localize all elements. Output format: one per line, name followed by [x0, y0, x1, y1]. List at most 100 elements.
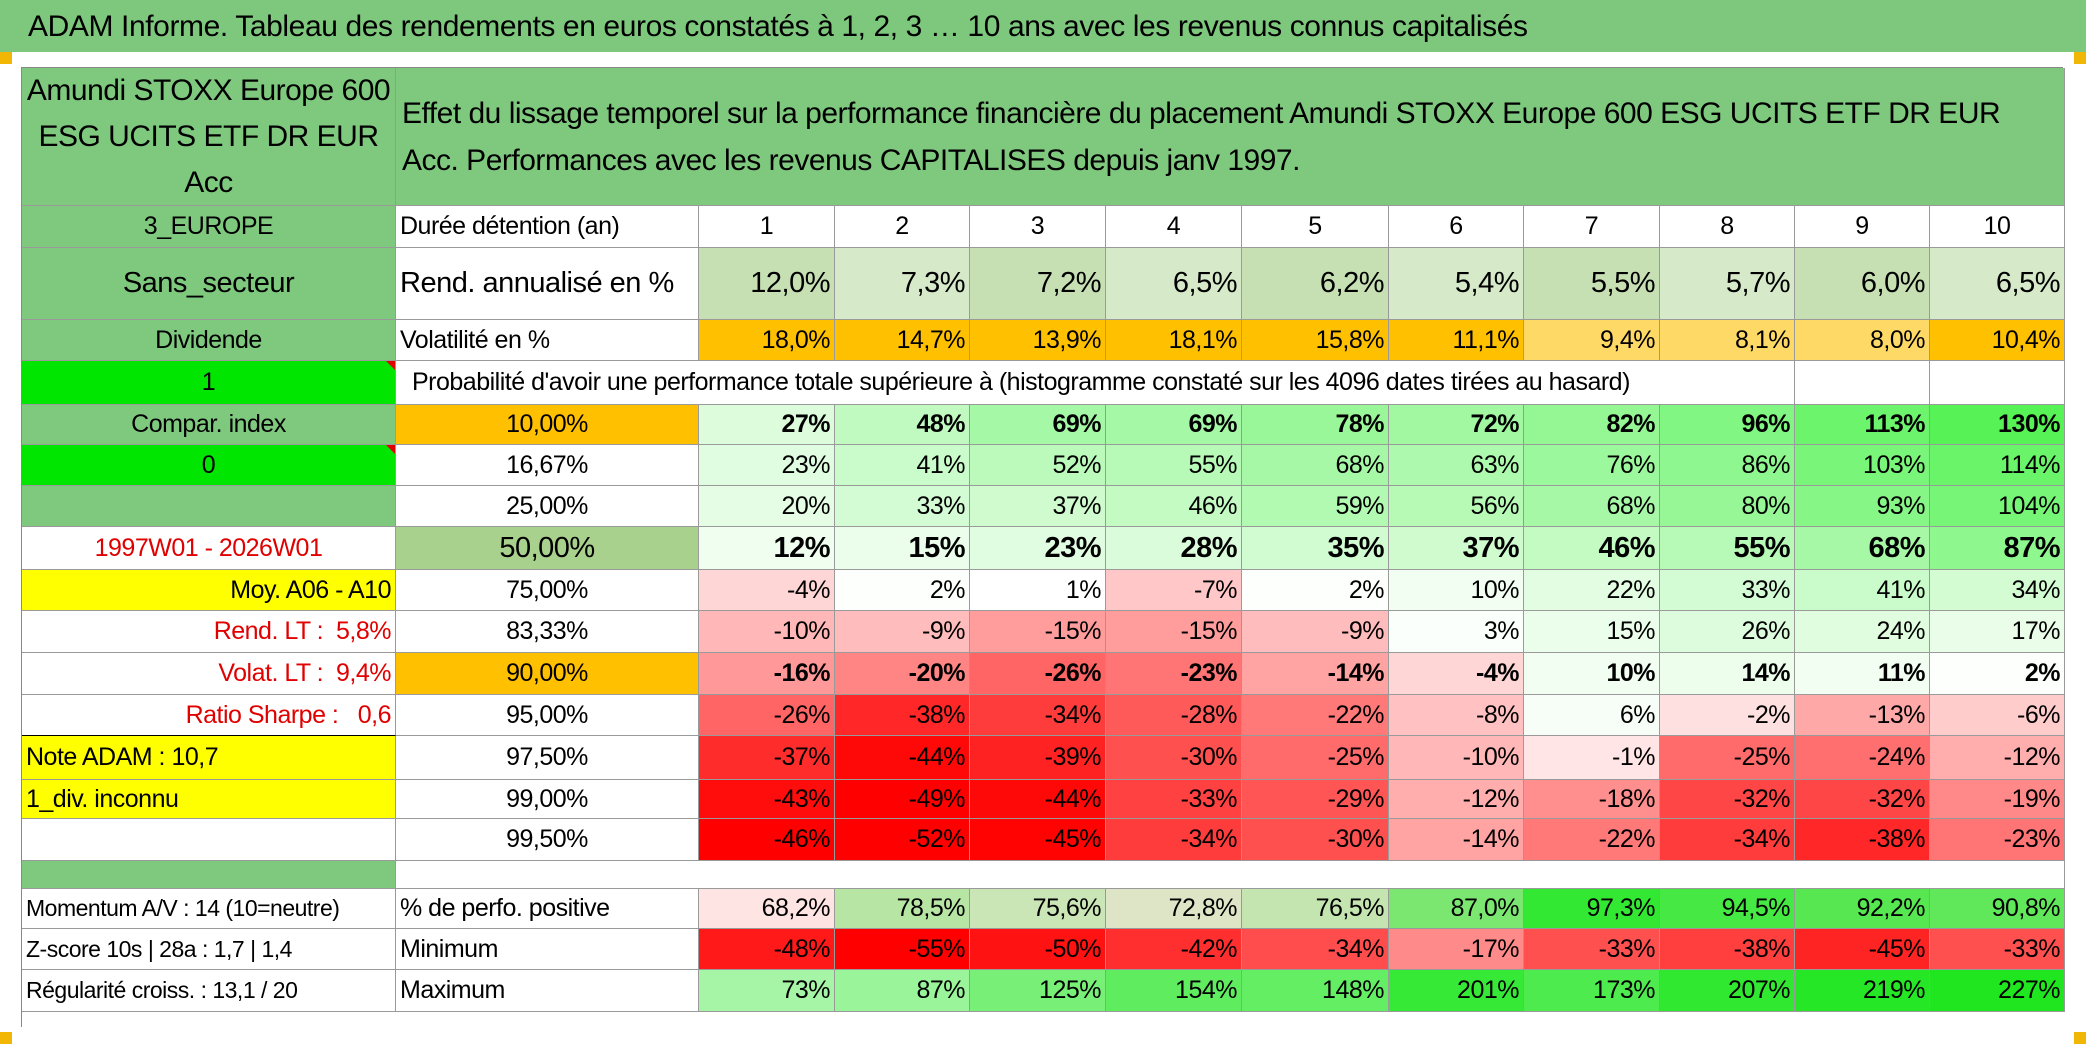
minimum-value: -33% [1930, 929, 2065, 970]
probability-value: 23% [970, 527, 1106, 570]
probability-value: 46% [1106, 486, 1242, 527]
probability-value: -22% [1524, 819, 1660, 861]
title-banner: ADAM Informe. Tableau des rendements en … [0, 0, 2086, 52]
positive-perf-value: 94,5% [1660, 889, 1795, 929]
probability-value: 10% [1524, 653, 1660, 695]
probability-value: -26% [970, 653, 1106, 695]
volatility-value: 8,0% [1795, 320, 1930, 361]
probability-value: -1% [1524, 736, 1660, 780]
probability-value: 87% [1930, 527, 2065, 570]
probability-value: 10% [1389, 570, 1524, 611]
probability-value: 3% [1389, 611, 1524, 653]
quantile-label: 50,00% [396, 527, 699, 570]
quantile-label: 99,00% [396, 780, 699, 819]
positive-perf-value: 75,6% [970, 889, 1106, 929]
quantile-label: 16,67% [396, 445, 699, 486]
probability-value: 76% [1524, 445, 1660, 486]
quantile-label: 83,33% [396, 611, 699, 653]
corner-marker [2074, 1032, 2086, 1044]
probability-value: 6% [1524, 695, 1660, 736]
volat-lt-label: Volat. LT : [218, 659, 324, 687]
probability-value: -44% [835, 736, 970, 780]
probability-value: -23% [1930, 819, 2065, 861]
probability-value: -10% [699, 611, 835, 653]
year-header: 6 [1389, 206, 1524, 248]
probability-caption: Probabilité d'avoir une performance tota… [396, 361, 1795, 405]
probability-value: 59% [1242, 486, 1389, 527]
corner-marker [0, 52, 12, 64]
probability-value: 35% [1242, 527, 1389, 570]
option-zero-cell[interactable]: 0 [22, 445, 396, 486]
volatility-label: Volatilité en % [396, 320, 699, 361]
option-one-cell[interactable]: 1 [22, 361, 396, 405]
return-value: 6,5% [1930, 248, 2065, 320]
probability-value: 15% [1524, 611, 1660, 653]
minimum-value: -17% [1389, 929, 1524, 970]
maximum-label: Maximum [396, 970, 699, 1012]
sharpe-value: 0,6 [357, 700, 392, 729]
probability-value: 63% [1389, 445, 1524, 486]
maximum-value: 148% [1242, 970, 1389, 1012]
probability-value: 96% [1660, 405, 1795, 445]
probability-value: 41% [835, 445, 970, 486]
year-header: 5 [1242, 206, 1389, 248]
spacer-green-cell [22, 861, 396, 889]
probability-value: 69% [970, 405, 1106, 445]
sharpe-cell: Ratio Sharpe : 0,6 [22, 695, 396, 736]
minimum-value: -45% [1795, 929, 1930, 970]
minimum-value: -55% [835, 929, 970, 970]
probability-value: 24% [1795, 611, 1930, 653]
volat-lt-cell: Volat. LT : 9,4% [22, 653, 396, 695]
probability-value: 46% [1524, 527, 1660, 570]
probability-value: 93% [1795, 486, 1930, 527]
positive-perf-value: 97,3% [1524, 889, 1660, 929]
year-header: 8 [1660, 206, 1795, 248]
probability-value: -25% [1660, 736, 1795, 780]
quantile-label: 99,50% [396, 819, 699, 861]
probability-value: 69% [1106, 405, 1242, 445]
probability-value: 11% [1795, 653, 1930, 695]
probability-value: -12% [1389, 780, 1524, 819]
probability-value: -28% [1106, 695, 1242, 736]
probability-value: 78% [1242, 405, 1389, 445]
probability-value: 28% [1106, 527, 1242, 570]
minimum-value: -48% [699, 929, 835, 970]
maximum-value: 73% [699, 970, 835, 1012]
volatility-value: 15,8% [1242, 320, 1389, 361]
regularity-cell: Régularité croiss. : 13,1 / 20 [22, 970, 396, 1012]
region-cell: 3_EUROPE [22, 206, 396, 248]
probability-value: -34% [970, 695, 1106, 736]
return-value: 6,5% [1106, 248, 1242, 320]
probability-value: 12% [699, 527, 835, 570]
table-description: Effet du lissage temporel sur la perform… [396, 68, 2065, 206]
probability-value: 23% [699, 445, 835, 486]
probability-value: 82% [1524, 405, 1660, 445]
minimum-label: Minimum [396, 929, 699, 970]
volatility-value: 8,1% [1660, 320, 1795, 361]
year-header: 2 [835, 206, 970, 248]
probability-value: -49% [835, 780, 970, 819]
return-label: Rend. annualisé en % [396, 248, 699, 320]
probability-value: -19% [1930, 780, 2065, 819]
probability-value: -34% [1660, 819, 1795, 861]
rend-lt-label: Rend. LT : [213, 617, 324, 645]
quantile-label: 90,00% [396, 653, 699, 695]
probability-value: 1% [970, 570, 1106, 611]
dividend-cell: Dividende [22, 320, 396, 361]
maximum-value: 87% [835, 970, 970, 1012]
probability-value: -16% [699, 653, 835, 695]
return-value: 7,2% [970, 248, 1106, 320]
probability-value: -14% [1242, 653, 1389, 695]
probability-value: -6% [1930, 695, 2065, 736]
compar-index-cell: Compar. index [22, 405, 396, 445]
probability-value: -10% [1389, 736, 1524, 780]
positive-perf-value: 78,5% [835, 889, 970, 929]
volatility-value: 18,1% [1106, 320, 1242, 361]
probability-value: 33% [1660, 570, 1795, 611]
probability-value: 52% [970, 445, 1106, 486]
probability-value: 2% [835, 570, 970, 611]
probability-value: -32% [1660, 780, 1795, 819]
probability-value: 68% [1795, 527, 1930, 570]
probability-value: -46% [699, 819, 835, 861]
probability-value: 55% [1660, 527, 1795, 570]
